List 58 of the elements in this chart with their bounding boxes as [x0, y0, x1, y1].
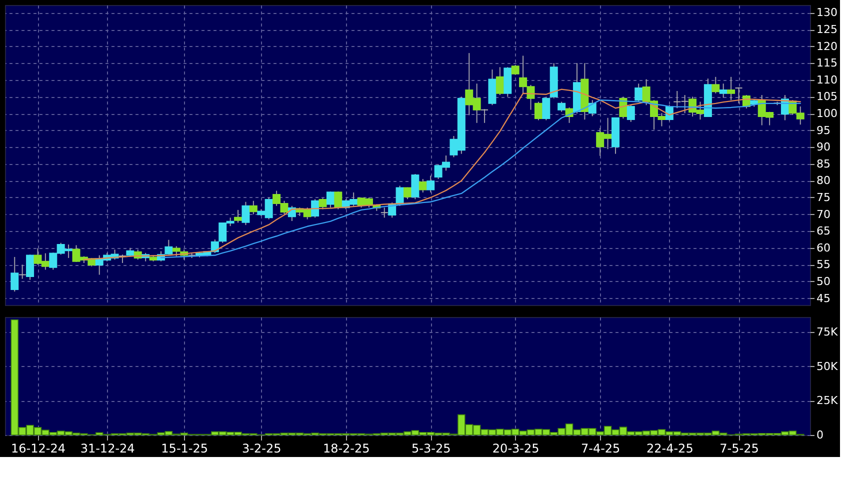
x-tick-label: 5-3-25: [412, 442, 451, 456]
candlestick: [496, 66, 504, 96]
y-tick-label: 55: [816, 258, 830, 272]
candlestick: [18, 264, 26, 280]
x-tick-label: 7-5-25: [720, 442, 759, 456]
y-tick-label: 70: [816, 208, 830, 221]
x-tick-label: 31-12-24: [80, 442, 135, 456]
y-tick-label: 95: [816, 124, 830, 137]
y-tick-label: 105: [816, 90, 838, 104]
candlestick: [626, 104, 635, 122]
candlestick: [712, 76, 720, 94]
y-tick-label: 60: [816, 241, 830, 254]
y-tick-label: 50: [816, 274, 830, 288]
candlestick: [10, 256, 19, 292]
y-tick-label: 110: [816, 73, 838, 86]
candlestick: [534, 101, 542, 121]
candlestick: [734, 86, 743, 104]
y-tick-label: 125: [816, 23, 838, 36]
x-tick-label: 20-3-25: [492, 442, 540, 456]
y-tick-label: 65: [816, 224, 830, 238]
candlestick: [426, 175, 435, 193]
candlestick: [634, 83, 643, 102]
y-tick-label: 120: [816, 40, 838, 53]
y-tick-label: 75K: [816, 326, 838, 339]
candlestick: [727, 76, 736, 101]
candlestick: [511, 64, 520, 76]
y-tick-label: 85: [816, 157, 830, 170]
x-tick-label: 18-2-25: [322, 442, 370, 456]
y-tick-label: 0: [816, 428, 824, 442]
candlestick: [542, 96, 550, 121]
candlestick: [311, 198, 320, 218]
candlestick: [719, 83, 728, 98]
candlestick: [418, 178, 427, 193]
candlestick: [26, 254, 34, 280]
y-tick-label: 50K: [816, 360, 838, 373]
candlestick: [334, 190, 342, 210]
candlestick: [380, 207, 388, 218]
candlestick: [249, 200, 258, 215]
candlestick: [411, 173, 420, 200]
candlestick: [558, 101, 566, 112]
candlestick: [318, 198, 327, 210]
x-tick-label: 7-4-25: [580, 442, 620, 456]
candlestick: [326, 190, 334, 208]
y-tick-label: 25K: [816, 394, 838, 408]
y-tick-label: 45: [816, 292, 830, 305]
y-tick-label: 130: [816, 6, 838, 20]
y-tick-label: 100: [816, 107, 838, 120]
candlestick: [234, 209, 242, 224]
x-tick-label: 3-2-25: [242, 442, 282, 456]
y-tick-label: 75: [816, 190, 830, 204]
y-tick-label: 80: [816, 174, 830, 188]
candlestick: [242, 201, 250, 226]
y-tick-label: 90: [816, 140, 830, 154]
x-tick-label: 16-12-24: [11, 442, 66, 456]
y-tick-label: 115: [816, 56, 838, 70]
x-tick-label: 15-1-25: [161, 442, 208, 456]
x-tick-label: 22-4-25: [646, 442, 694, 456]
candlestick: [480, 108, 489, 124]
